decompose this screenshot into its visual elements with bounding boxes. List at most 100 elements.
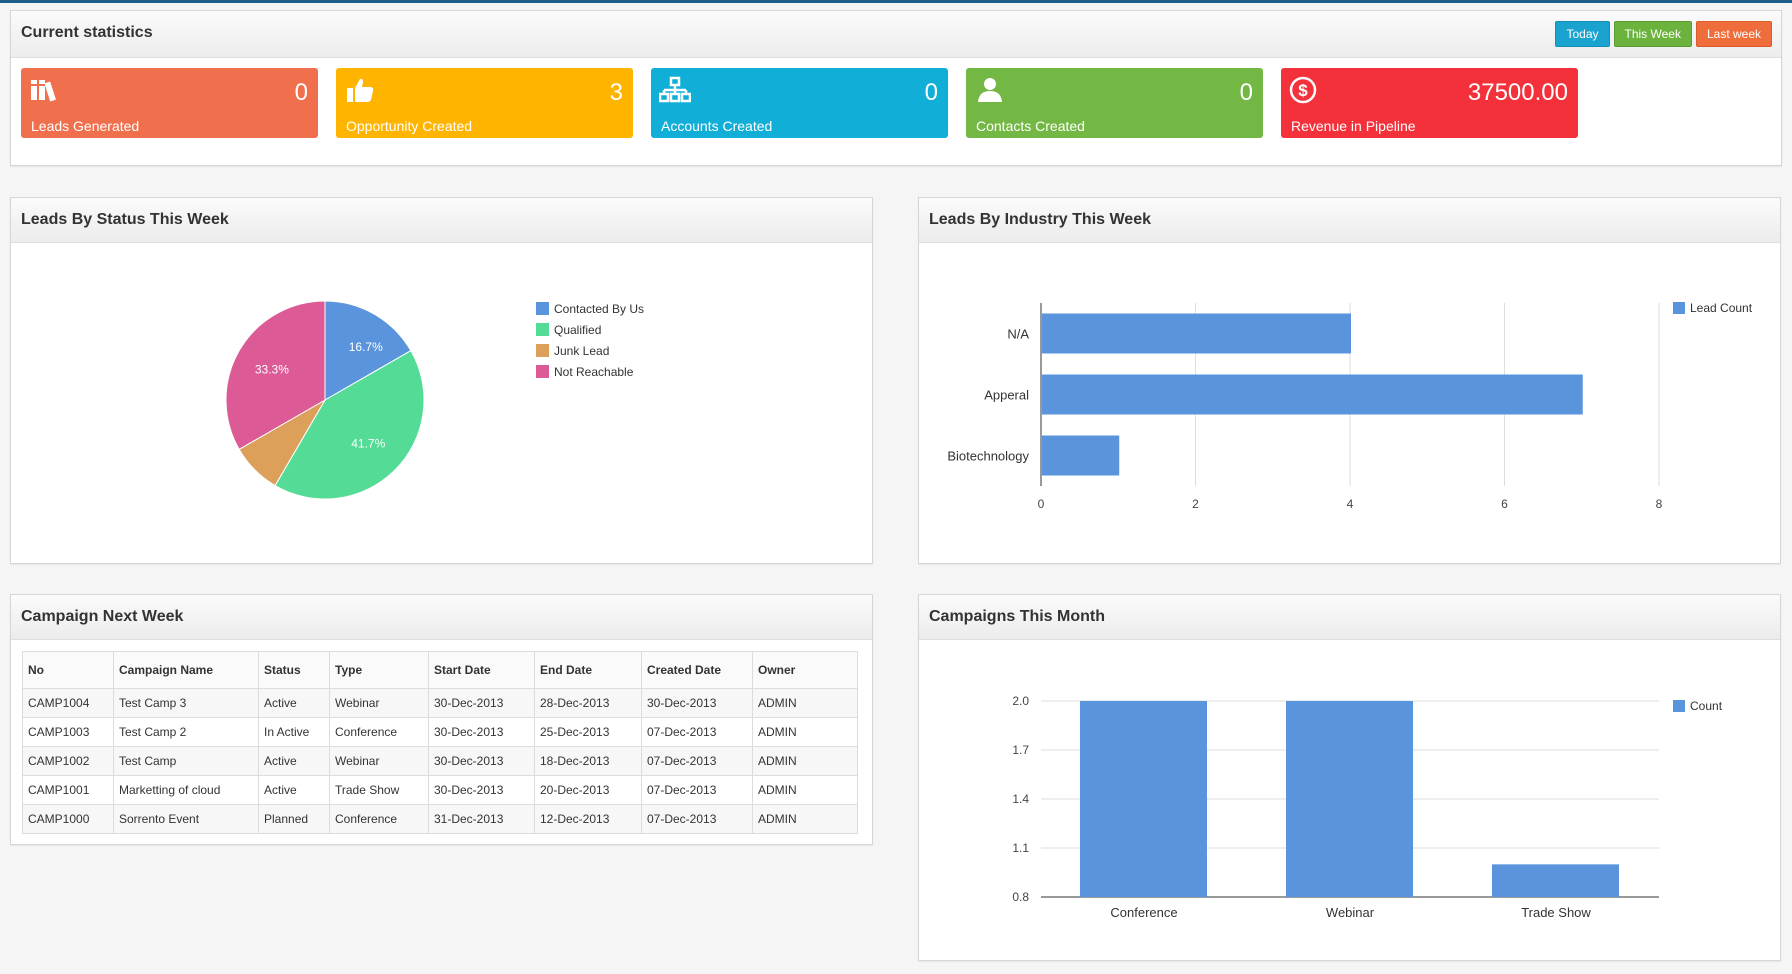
y-tick-label: Biotechnology <box>947 449 1029 464</box>
table-cell: 30-Dec-2013 <box>428 717 535 747</box>
tile-leads-generated[interactable]: 0 Leads Generated <box>21 68 318 138</box>
tile-value: 37500.00 <box>1467 79 1568 106</box>
legend-label: Contacted By Us <box>554 301 645 316</box>
dollar-circle-icon: $ <box>1289 76 1317 104</box>
table-cell: 20-Dec-2013 <box>534 775 642 805</box>
legend-label: Lead Count <box>1690 301 1753 315</box>
x-tick-label: 0 <box>1038 497 1045 511</box>
table-cell: Marketting of cloud <box>113 775 259 805</box>
table-row[interactable]: CAMP1000 Sorrento Event Planned Conference 3… <box>22 804 858 834</box>
table-cell: ADMIN <box>752 775 858 805</box>
column-header[interactable]: End Date <box>534 651 642 689</box>
column-header[interactable]: Owner <box>752 651 858 689</box>
column-header[interactable]: Type <box>329 651 429 689</box>
bar <box>1042 435 1120 476</box>
table-cell: CAMP1002 <box>22 746 114 776</box>
tile-opportunity-created[interactable]: 3 Opportunity Created <box>336 68 633 138</box>
this-week-button[interactable]: This Week <box>1613 21 1692 47</box>
table-row[interactable]: CAMP1004 Test Camp 3 Active Webinar 30-Dec-2… <box>22 688 858 718</box>
pie-slice-label: 16.7% <box>349 340 383 354</box>
table-cell: Test Camp <box>113 746 259 776</box>
tile-revenue-in-pipeline[interactable]: $ 37500.00 Revenue in Pipeline <box>1281 68 1578 138</box>
chart-area: 2.0 1.7 1.4 1.1 0.8 Conference Webinar Trade Sh… <box>919 640 1780 960</box>
pie-slice <box>274 349 425 500</box>
campaign-table-body: CAMP1004 Test Camp 3 Active Webinar 30-Dec-2… <box>22 688 858 834</box>
table-cell: ADMIN <box>752 717 858 747</box>
panel-header: Leads By Industry This Week <box>919 198 1780 243</box>
table-cell: Test Camp 3 <box>113 688 259 718</box>
tile-label: Leads Generated <box>31 118 140 134</box>
table-cell: Active <box>258 775 330 805</box>
column-header[interactable]: Status <box>258 651 330 689</box>
top-border <box>0 0 1792 3</box>
bar <box>1080 701 1207 897</box>
table-cell: Webinar <box>329 746 429 776</box>
legend-swatch <box>1673 302 1685 314</box>
campaigns-this-month-panel: Campaigns This Month 2.0 1.7 1.4 1.1 0.8 Conf… <box>918 594 1781 961</box>
tile-accounts-created[interactable]: 0 Accounts Created <box>651 68 948 138</box>
table-row[interactable]: CAMP1001 Marketting of cloud Active Trade S… <box>22 775 858 805</box>
x-tick-label: Trade Show <box>1521 905 1591 920</box>
x-tick-label: Conference <box>1110 905 1177 920</box>
legend-swatch <box>536 323 549 336</box>
leads-by-industry-panel: Leads By Industry This Week 0 2 4 6 8 N/A Appe… <box>918 197 1781 564</box>
tile-value: 3 <box>609 79 623 106</box>
table-row[interactable]: CAMP1003 Test Camp 2 In Active Conference 30… <box>22 717 858 747</box>
column-header[interactable]: No <box>22 651 114 689</box>
panel-title: Leads By Status This Week <box>21 211 229 228</box>
table-cell: Trade Show <box>329 775 429 805</box>
table-header-row: No Campaign Name Status Type Start Date … <box>22 651 858 689</box>
column-header[interactable]: Campaign Name <box>113 651 259 689</box>
table-cell: 07-Dec-2013 <box>641 775 753 805</box>
bar <box>1042 374 1583 415</box>
today-button[interactable]: Today <box>1555 21 1610 47</box>
x-tick-label: Webinar <box>1326 905 1375 920</box>
panel-header: Campaigns This Month <box>919 595 1780 640</box>
y-tick-label: 0.8 <box>1012 890 1029 904</box>
y-tick-label: 1.4 <box>1012 792 1029 806</box>
svg-text:$: $ <box>1298 81 1308 100</box>
table-row[interactable]: CAMP1002 Test Camp Active Webinar 30-Dec-201… <box>22 746 858 776</box>
table-cell: 30-Dec-2013 <box>428 688 535 718</box>
panel-header: Campaign Next Week <box>11 595 872 640</box>
panel-title: Current statistics <box>21 24 153 41</box>
panel-title: Campaigns This Month <box>929 608 1105 625</box>
column-header[interactable]: Created Date <box>641 651 753 689</box>
x-tick-label: 6 <box>1501 497 1508 511</box>
panel-title: Leads By Industry This Week <box>929 211 1151 228</box>
table-cell: Active <box>258 746 330 776</box>
current-statistics-panel: Current statistics Today This Week Last … <box>10 10 1782 166</box>
tile-value: 0 <box>294 79 308 106</box>
x-tick-label: 2 <box>1192 497 1199 511</box>
panel-header: Current statistics Today This Week Last … <box>11 11 1781 58</box>
table-cell: ADMIN <box>752 804 858 834</box>
tile-value: 0 <box>924 79 938 106</box>
campaign-table: No Campaign Name Status Type Start Date … <box>22 651 858 834</box>
legend-label: Not Reachable <box>554 364 634 379</box>
tile-label: Contacts Created <box>976 118 1085 134</box>
tile-contacts-created[interactable]: 0 Contacts Created <box>966 68 1263 138</box>
table-cell: 07-Dec-2013 <box>641 746 753 776</box>
legend-item: Not Reachable <box>536 361 644 382</box>
pie-slice <box>225 300 326 451</box>
pie-slice <box>324 300 412 401</box>
campaign-next-week-panel: Campaign Next Week No Campaign Name Stat… <box>10 594 873 845</box>
legend-swatch <box>536 344 549 357</box>
legend-item: Junk Lead <box>536 340 644 361</box>
bar <box>1286 701 1413 897</box>
column-header[interactable]: Start Date <box>428 651 535 689</box>
legend-item: Qualified <box>536 319 644 340</box>
table-cell: Conference <box>329 717 429 747</box>
legend-swatch <box>1673 700 1685 712</box>
tile-label: Accounts Created <box>661 118 773 134</box>
table-cell: 28-Dec-2013 <box>534 688 642 718</box>
table-cell: Conference <box>329 804 429 834</box>
bar <box>1042 313 1351 354</box>
table-cell: 30-Dec-2013 <box>428 775 535 805</box>
table-cell: Test Camp 2 <box>113 717 259 747</box>
legend-swatch <box>536 365 549 378</box>
period-buttons: Today This Week Last week <box>1555 21 1772 47</box>
last-week-button[interactable]: Last week <box>1695 21 1772 47</box>
legend-item: Contacted By Us <box>536 298 644 319</box>
books-icon <box>31 80 56 102</box>
